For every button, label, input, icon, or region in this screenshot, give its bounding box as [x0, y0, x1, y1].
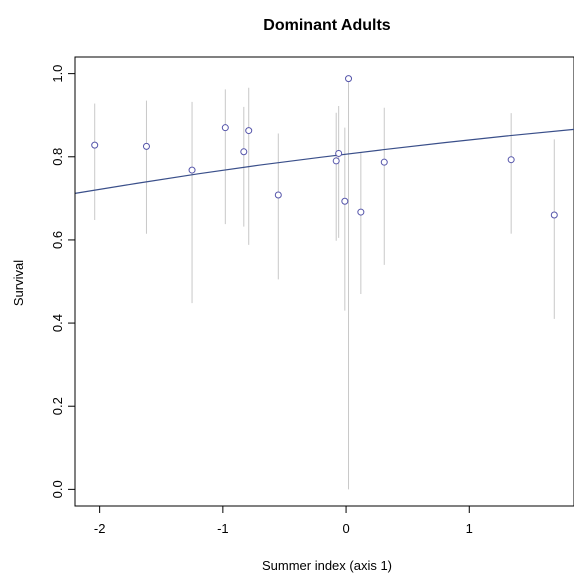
data-point-11	[357, 208, 365, 216]
y-tick-label-2: 0.4	[50, 314, 65, 332]
data-point-6	[274, 191, 282, 199]
data-point-2	[188, 166, 196, 174]
y-tick-label-0: 0.0	[50, 480, 65, 498]
x-tick-label-1: -1	[217, 521, 229, 536]
data-point-0	[91, 141, 99, 149]
y-axis-label: Survival	[11, 260, 26, 306]
x-tick-label-3: 1	[466, 521, 473, 536]
data-point-4	[240, 148, 248, 156]
data-point-12	[380, 158, 388, 166]
data-point-14	[550, 211, 558, 219]
data-point-1	[142, 142, 150, 150]
y-tick-label-1: 0.2	[50, 397, 65, 415]
x-axis: -2 -1 0 1	[94, 505, 473, 536]
data-point-10	[345, 75, 353, 83]
chart-title: Dominant Adults	[263, 17, 391, 34]
data-point-9	[341, 197, 349, 205]
data-point-13	[507, 156, 515, 164]
data-points	[91, 75, 558, 219]
plot-frame	[74, 56, 574, 507]
x-tick-label-2: 0	[342, 521, 349, 536]
data-point-8	[335, 149, 343, 157]
data-point-3	[221, 124, 229, 132]
x-axis-label: Summer index (axis 1)	[262, 558, 392, 573]
y-tick-label-5: 1.0	[50, 65, 65, 83]
data-point-5	[245, 127, 253, 135]
fit-line-group	[74, 128, 574, 194]
y-tick-label-3: 0.6	[50, 231, 65, 249]
data-point-7	[332, 157, 340, 165]
y-tick-label-4: 0.8	[50, 148, 65, 166]
x-tick-label-0: -2	[94, 521, 106, 536]
fit-line	[74, 128, 574, 194]
y-axis: 0.0 0.2 0.4 0.6 0.8 1.0	[50, 65, 76, 498]
